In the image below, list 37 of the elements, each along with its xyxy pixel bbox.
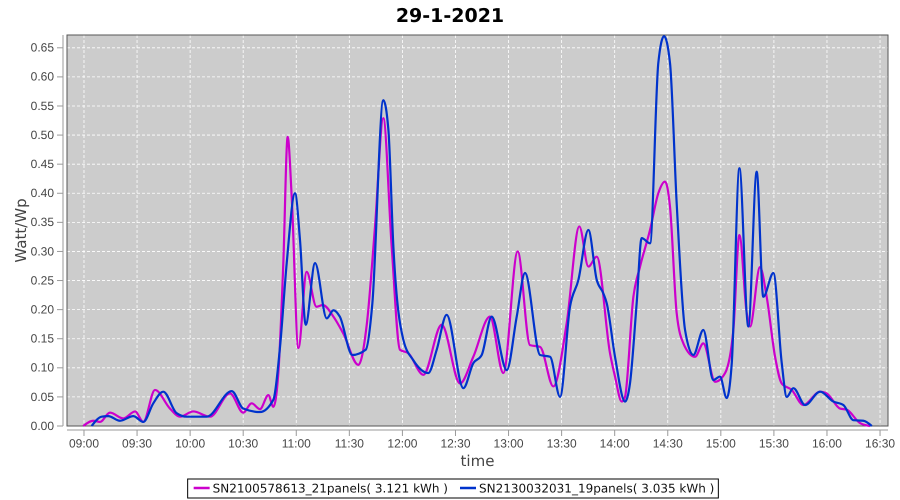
x-tick-label: 15:00 [706, 436, 736, 451]
x-tick-label: 12:30 [440, 436, 471, 451]
y-tick-label: 0.50 [30, 128, 54, 142]
y-tick-label: 0.00 [30, 418, 54, 433]
x-tick-label: 10:30 [228, 436, 259, 451]
y-tick-label: 0.65 [30, 40, 54, 55]
x-tick-label: 13:30 [546, 436, 577, 451]
x-tick-label: 16:00 [812, 436, 842, 451]
y-tick-label: 0.25 [30, 273, 54, 288]
y-tick-label: 0.60 [30, 70, 54, 84]
x-tick-label: 14:00 [600, 436, 630, 451]
x-tick-label: 14:30 [652, 436, 684, 451]
y-tick-label: 0.40 [30, 186, 54, 200]
y-tick-label: 0.45 [30, 157, 54, 172]
x-tick-label: 11:30 [334, 436, 364, 451]
y-tick-label: 0.35 [30, 215, 54, 230]
x-tick-label: 15:30 [758, 436, 790, 451]
x-tick-label: 11:00 [282, 436, 312, 451]
x-tick-label: 10:00 [175, 436, 206, 451]
legend-label: SN2130032031_19panels( 3.035 kWh ) [479, 482, 714, 496]
y-tick-label: 0.15 [30, 332, 54, 346]
y-tick-label: 0.10 [30, 360, 54, 375]
x-tick-label: 16:30 [865, 436, 896, 451]
line-series [90, 35, 873, 428]
chart-title: 29-1-2021 [396, 5, 504, 27]
y-axis-title: Watt/Wp [12, 198, 30, 263]
x-tick-label: 13:00 [494, 436, 524, 451]
y-tick-label: 0.30 [30, 244, 54, 258]
x-axis-title: time [460, 452, 494, 470]
y-tick-label: 0.55 [30, 98, 54, 113]
x-tick-label: 12:00 [387, 436, 418, 451]
y-tick-label: 0.05 [30, 390, 54, 404]
y-tick-label: 0.20 [30, 302, 54, 316]
x-tick-label: 09:00 [68, 436, 100, 451]
line-series [82, 117, 872, 428]
legend-label: SN2100578613_21panels( 3.121 kWh ) [212, 482, 448, 496]
x-tick-label: 09:30 [122, 436, 152, 451]
